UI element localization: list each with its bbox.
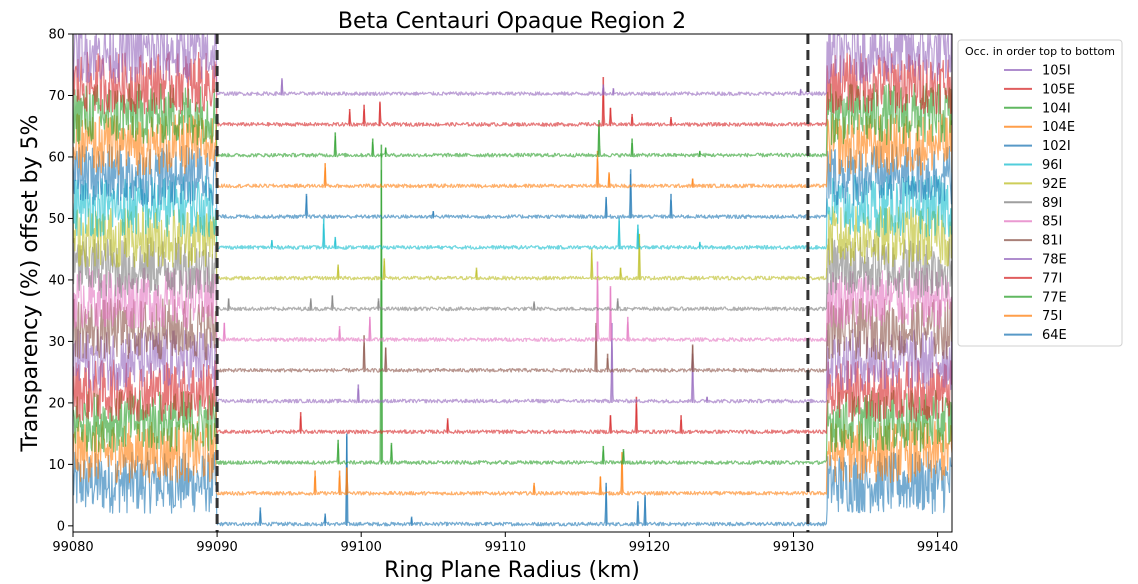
- series-line-77E: [73, 169, 952, 465]
- legend-item-104I: 104I: [1004, 101, 1071, 116]
- legend-item-77I: 77I: [1004, 271, 1062, 286]
- y-tick-label: 50: [48, 212, 65, 227]
- series-85I: [73, 261, 952, 342]
- series-line-81I: [73, 297, 952, 373]
- plot-frame: [72, 33, 953, 533]
- x-tick-label: 99110: [485, 540, 526, 555]
- x-tick-label: 99140: [917, 540, 958, 555]
- series-line-105I: [73, 34, 952, 97]
- series-104E: [73, 113, 952, 189]
- plot-area: [73, 34, 952, 532]
- series-96I: [73, 174, 952, 250]
- series-line-92E: [73, 205, 952, 281]
- legend-label: 64E: [1042, 328, 1067, 343]
- legend-item-75I: 75I: [1004, 309, 1062, 324]
- series-89I: [73, 236, 952, 312]
- x-axis: 99080 99090 99100 99110 99120 99130 99140: [52, 532, 958, 555]
- y-tick-label: 80: [48, 28, 65, 43]
- series-line-105E: [73, 51, 952, 127]
- legend-frame: [957, 39, 1123, 347]
- legend-item-92E: 92E: [1004, 177, 1067, 192]
- series-102I: [73, 144, 952, 219]
- y-tick-label: 20: [48, 396, 65, 411]
- legend-label: 77I: [1042, 271, 1062, 286]
- legend-label: 96I: [1042, 158, 1062, 173]
- series-105I: [73, 34, 952, 97]
- x-tick-label: 99100: [341, 540, 382, 555]
- legend-label: 81I: [1042, 234, 1062, 249]
- legend-label: 105E: [1042, 82, 1075, 97]
- y-tick-label: 30: [48, 335, 65, 350]
- series-line-96I: [73, 174, 952, 250]
- y-tick-label: 10: [48, 458, 65, 473]
- legend-item-78E: 78E: [1004, 253, 1067, 268]
- series-line-64E: [73, 436, 952, 527]
- series-line-89I: [73, 236, 952, 312]
- series-92E: [73, 205, 952, 281]
- series-line-102I: [73, 144, 952, 219]
- legend-item-81I: 81I: [1004, 234, 1062, 249]
- series-75I: [73, 420, 952, 496]
- y-tick-label: 70: [48, 89, 65, 104]
- series-line-104E: [73, 113, 952, 189]
- legend-item-105I: 105I: [1004, 64, 1071, 79]
- legend-label: 75I: [1042, 309, 1062, 324]
- legend-label: 77E: [1042, 290, 1067, 305]
- legend-label: 104I: [1042, 101, 1071, 116]
- y-tick-label: 0: [57, 519, 65, 534]
- series-line-78E: [73, 328, 952, 404]
- y-tick-label: 60: [48, 150, 65, 165]
- x-tick-label: 99120: [629, 540, 670, 555]
- legend-item-102I: 102I: [1004, 139, 1071, 154]
- x-tick-label: 99130: [773, 540, 814, 555]
- legend: Occ. in order top to bottom 105I 105E 104I…: [957, 39, 1123, 347]
- legend-item-104E: 104E: [1004, 120, 1075, 135]
- series-line-104I: [73, 83, 952, 158]
- legend-label: 85I: [1042, 215, 1062, 230]
- series-line-77I: [73, 359, 952, 435]
- legend-label: 104E: [1042, 120, 1075, 135]
- series-77E: [73, 144, 952, 465]
- legend-label: 89I: [1042, 196, 1062, 211]
- x-tick-label: 99080: [52, 540, 93, 555]
- y-axis: 0 10 20 30 40 50 60 70 80: [48, 28, 73, 534]
- legend-item-105E: 105E: [1004, 82, 1075, 97]
- legend-label: 78E: [1042, 253, 1067, 268]
- legend-item-77E: 77E: [1004, 290, 1067, 305]
- x-tick-label: 99090: [196, 540, 237, 555]
- series-line-75I: [73, 420, 952, 496]
- x-axis-title: Ring Plane Radius (km): [384, 558, 640, 583]
- legend-label: 105I: [1042, 64, 1071, 79]
- series-77I: [73, 359, 952, 435]
- legend-title: Occ. in order top to bottom: [965, 45, 1115, 58]
- y-axis-title: Transparency (%) offset by 5%: [18, 115, 43, 453]
- series-layer: [73, 34, 952, 527]
- legend-item-85I: 85I: [1004, 215, 1062, 230]
- y-tick-label: 40: [48, 273, 65, 288]
- legend-item-64E: 64E: [1004, 328, 1067, 343]
- region-boundaries: [215, 34, 810, 532]
- legend-label: 102I: [1042, 139, 1071, 154]
- chart-title: Beta Centauri Opaque Region 2: [338, 9, 686, 34]
- legend-item-96I: 96I: [1004, 158, 1062, 173]
- legend-item-89I: 89I: [1004, 196, 1062, 211]
- legend-label: 92E: [1042, 177, 1067, 192]
- series-line-85I: [73, 267, 952, 342]
